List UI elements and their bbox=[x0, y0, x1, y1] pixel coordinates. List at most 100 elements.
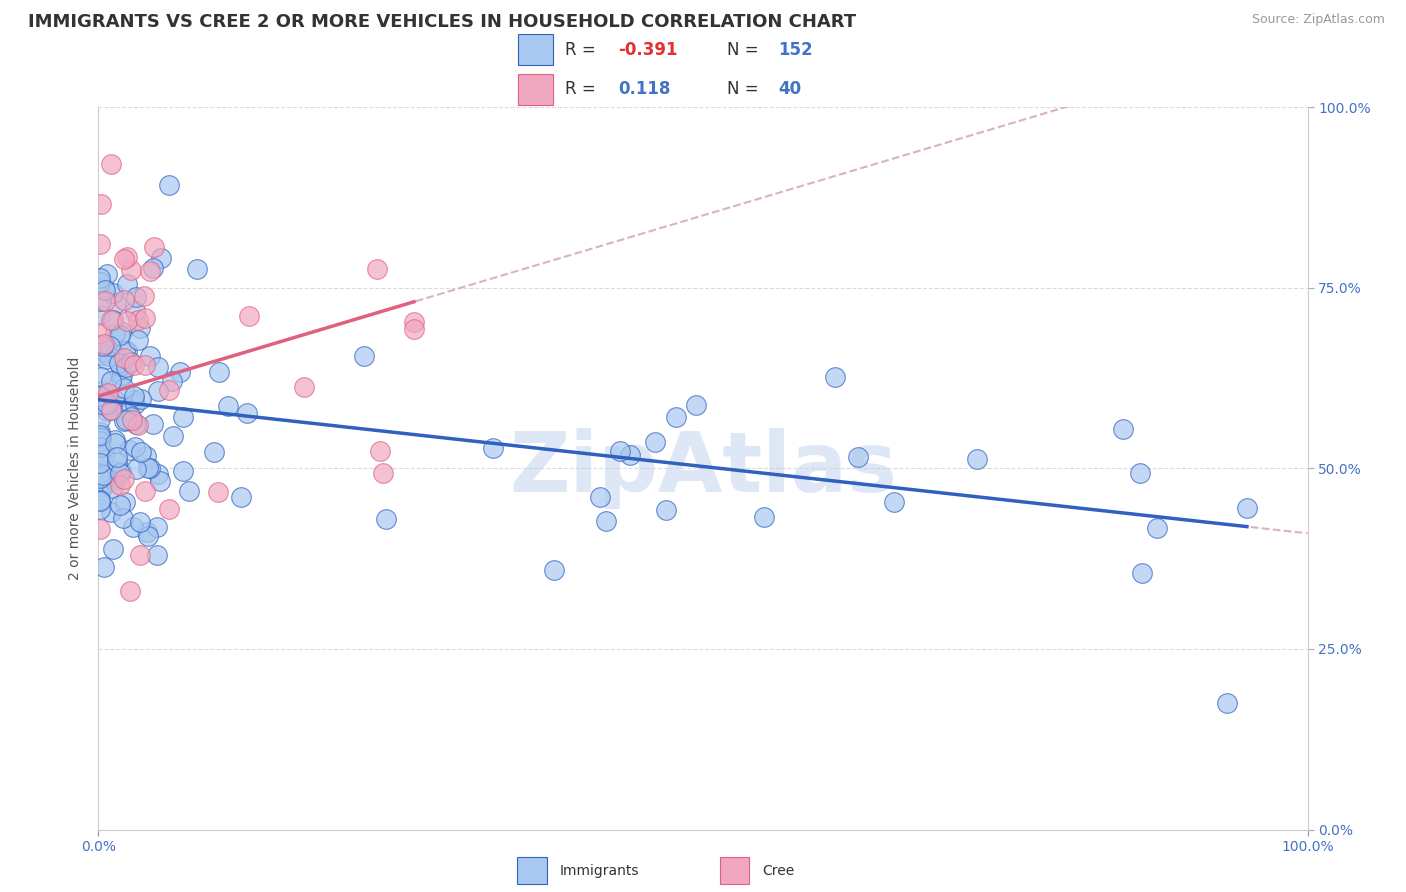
Bar bbox=[517, 35, 554, 65]
Point bbox=[117, 402, 139, 417]
Point bbox=[157, 178, 180, 192]
Point bbox=[90, 348, 112, 362]
Point bbox=[94, 345, 117, 359]
Point bbox=[89, 450, 111, 464]
Point bbox=[124, 304, 146, 318]
Text: Source: ZipAtlas.com: Source: ZipAtlas.com bbox=[1251, 13, 1385, 27]
Point bbox=[89, 522, 111, 536]
Point bbox=[114, 495, 136, 509]
Point bbox=[846, 450, 869, 464]
Text: N =: N = bbox=[727, 79, 758, 97]
Point bbox=[883, 495, 905, 509]
Point bbox=[172, 464, 194, 478]
Point bbox=[135, 449, 157, 463]
Point bbox=[129, 321, 152, 335]
Point bbox=[143, 240, 166, 254]
Point bbox=[91, 469, 114, 483]
Point bbox=[146, 549, 169, 563]
Point bbox=[94, 284, 117, 298]
Point bbox=[104, 472, 127, 486]
Text: R =: R = bbox=[565, 42, 596, 60]
Point bbox=[665, 410, 688, 425]
Point bbox=[146, 520, 169, 534]
Point bbox=[104, 436, 127, 450]
Point bbox=[89, 502, 111, 516]
Point bbox=[98, 350, 121, 364]
Point bbox=[129, 548, 152, 562]
Point bbox=[89, 456, 111, 470]
Point bbox=[162, 375, 184, 389]
Point bbox=[115, 344, 138, 359]
Point bbox=[644, 435, 666, 450]
Point bbox=[208, 365, 231, 379]
Point bbox=[89, 275, 111, 289]
Point bbox=[589, 490, 612, 504]
Point bbox=[93, 281, 115, 295]
Point bbox=[1216, 696, 1239, 710]
Point bbox=[149, 474, 172, 488]
Y-axis label: 2 or more Vehicles in Household: 2 or more Vehicles in Household bbox=[69, 357, 83, 580]
Point bbox=[91, 339, 114, 353]
Point bbox=[97, 386, 120, 401]
Point bbox=[112, 293, 135, 307]
Point bbox=[89, 389, 111, 403]
Point bbox=[96, 396, 118, 410]
Point bbox=[112, 381, 135, 395]
Point bbox=[115, 277, 138, 291]
Point bbox=[402, 315, 425, 329]
Point bbox=[89, 487, 111, 501]
Point bbox=[125, 290, 148, 304]
Text: N =: N = bbox=[727, 42, 758, 60]
Point bbox=[89, 425, 111, 440]
Point bbox=[120, 263, 142, 277]
Point bbox=[236, 406, 259, 420]
Point bbox=[146, 467, 169, 482]
Point bbox=[96, 397, 118, 411]
Point bbox=[93, 398, 115, 412]
Point bbox=[120, 409, 142, 424]
Point bbox=[90, 294, 112, 309]
Point bbox=[202, 445, 225, 459]
Point bbox=[89, 326, 111, 341]
Point bbox=[108, 466, 131, 480]
Bar bbox=[720, 857, 749, 884]
Point bbox=[103, 348, 125, 362]
Point bbox=[89, 338, 111, 352]
Point bbox=[142, 417, 165, 431]
Point bbox=[118, 443, 141, 458]
Point bbox=[89, 308, 111, 322]
Point bbox=[124, 397, 146, 411]
Point bbox=[108, 478, 131, 492]
Point bbox=[138, 264, 160, 278]
Point bbox=[238, 310, 260, 324]
Point bbox=[111, 368, 134, 382]
Point bbox=[100, 313, 122, 327]
Point bbox=[101, 541, 124, 556]
Point bbox=[112, 400, 135, 414]
Point bbox=[96, 404, 118, 418]
Point bbox=[91, 384, 114, 399]
Point bbox=[112, 252, 135, 266]
Point bbox=[543, 563, 565, 577]
Point bbox=[150, 251, 173, 265]
Point bbox=[375, 512, 398, 526]
Point bbox=[619, 448, 641, 462]
Point bbox=[111, 325, 134, 339]
Point bbox=[824, 370, 846, 384]
Point bbox=[114, 343, 136, 358]
Point bbox=[117, 412, 139, 426]
Point bbox=[752, 509, 775, 524]
Text: 152: 152 bbox=[778, 42, 813, 60]
Point bbox=[91, 468, 114, 483]
Point bbox=[132, 289, 155, 303]
Point bbox=[685, 398, 707, 412]
Point bbox=[90, 431, 112, 445]
Point bbox=[112, 351, 135, 365]
Point bbox=[139, 460, 162, 475]
Point bbox=[353, 349, 375, 363]
Point bbox=[89, 412, 111, 426]
Point bbox=[169, 364, 191, 378]
Point bbox=[609, 444, 631, 458]
Point bbox=[1146, 521, 1168, 535]
Point bbox=[105, 450, 128, 464]
